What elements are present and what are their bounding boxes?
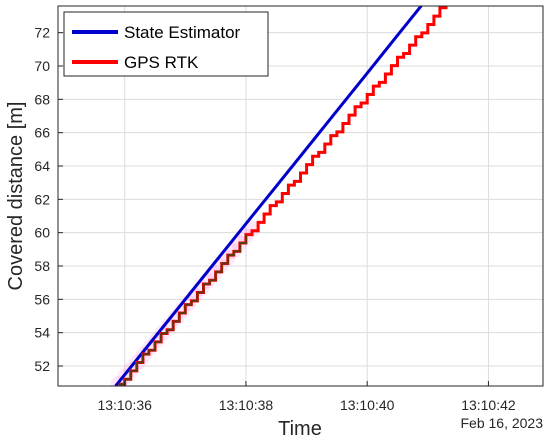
plot-frame <box>57 5 544 387</box>
grid <box>58 6 543 386</box>
legend-label-gps-rtk: GPS RTK <box>124 53 199 72</box>
y-tick-label-0: 52 <box>34 358 50 374</box>
x-tick-label-2: 13:10:40 <box>340 397 395 413</box>
y-tick-label-3: 58 <box>34 258 50 274</box>
y-axis-ticks: 52 54 56 58 60 62 64 66 68 70 72 <box>34 25 63 374</box>
x-tick-label-1: 13:10:38 <box>219 397 274 413</box>
y-tick-label-4: 60 <box>34 225 50 241</box>
x-axis-label: Time <box>278 418 322 440</box>
halo-dot <box>244 220 260 237</box>
y-tick-label-8: 68 <box>34 91 50 107</box>
legend: State Estimator GPS RTK <box>63 11 269 77</box>
y-tick-label-5: 62 <box>34 191 50 207</box>
x-tick-label-0: 13:10:36 <box>97 397 152 413</box>
y-axis-label: Covered distance [m] <box>5 102 27 291</box>
y-tick-label-7: 66 <box>34 125 50 141</box>
y-tick-label-10: 72 <box>34 25 50 41</box>
x-axis-ticks: 13:10:36 13:10:38 13:10:40 13:10:42 <box>97 381 516 413</box>
y-tick-label-2: 56 <box>34 291 50 307</box>
y-tick-label-6: 64 <box>34 158 50 174</box>
y-tick-label-1: 54 <box>34 325 50 341</box>
legend-box <box>63 11 269 77</box>
plot-content <box>110 6 448 386</box>
series-state-estimator <box>114 6 424 386</box>
date-label: Feb 16, 2023 <box>460 415 543 431</box>
x-tick-label-3: 13:10:42 <box>461 397 516 413</box>
legend-label-state-estimator: State Estimator <box>124 23 241 42</box>
y-tick-label-9: 70 <box>34 58 50 74</box>
